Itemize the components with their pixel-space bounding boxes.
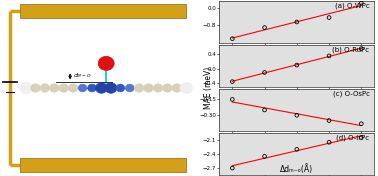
Text: $d_{M-O}$: $d_{M-O}$ (73, 71, 91, 80)
Point (358, 47, 364, 50)
Point (229, 80, 235, 83)
Point (294, 114, 300, 117)
Circle shape (59, 84, 68, 92)
Text: Δdₘ₋ₒ(Å): Δdₘ₋ₒ(Å) (280, 164, 313, 174)
Text: (a) O-WPc: (a) O-WPc (335, 3, 370, 10)
Point (326, 55, 332, 57)
Circle shape (172, 84, 182, 92)
Point (262, 71, 268, 74)
Point (229, 37, 235, 40)
Point (262, 26, 268, 29)
Circle shape (116, 84, 125, 92)
Text: MAE (meV): MAE (meV) (204, 67, 213, 109)
Point (326, 119, 332, 122)
Point (358, 2, 364, 5)
Circle shape (144, 84, 153, 92)
Circle shape (20, 82, 33, 94)
Point (229, 98, 235, 101)
Text: (c) O-OsPc: (c) O-OsPc (333, 91, 370, 98)
Circle shape (88, 84, 96, 92)
Circle shape (98, 56, 114, 70)
Circle shape (31, 84, 40, 92)
Circle shape (68, 84, 78, 92)
Point (358, 136, 364, 139)
Circle shape (134, 84, 144, 92)
Polygon shape (20, 158, 186, 172)
Point (326, 141, 332, 144)
Point (262, 109, 268, 111)
Circle shape (125, 84, 134, 92)
Point (294, 64, 300, 67)
Circle shape (40, 84, 50, 92)
Point (262, 155, 268, 158)
Circle shape (50, 84, 59, 92)
Point (229, 167, 235, 169)
Polygon shape (20, 4, 186, 18)
Point (326, 16, 332, 19)
Circle shape (96, 83, 107, 93)
Text: (b) O-RuPc: (b) O-RuPc (333, 47, 370, 54)
Point (358, 122, 364, 125)
Circle shape (153, 84, 163, 92)
Point (294, 21, 300, 23)
Circle shape (78, 84, 87, 92)
Circle shape (163, 84, 172, 92)
Text: (d) O-IrPc: (d) O-IrPc (336, 135, 370, 142)
Circle shape (180, 82, 193, 94)
Point (294, 148, 300, 151)
Circle shape (105, 83, 117, 93)
